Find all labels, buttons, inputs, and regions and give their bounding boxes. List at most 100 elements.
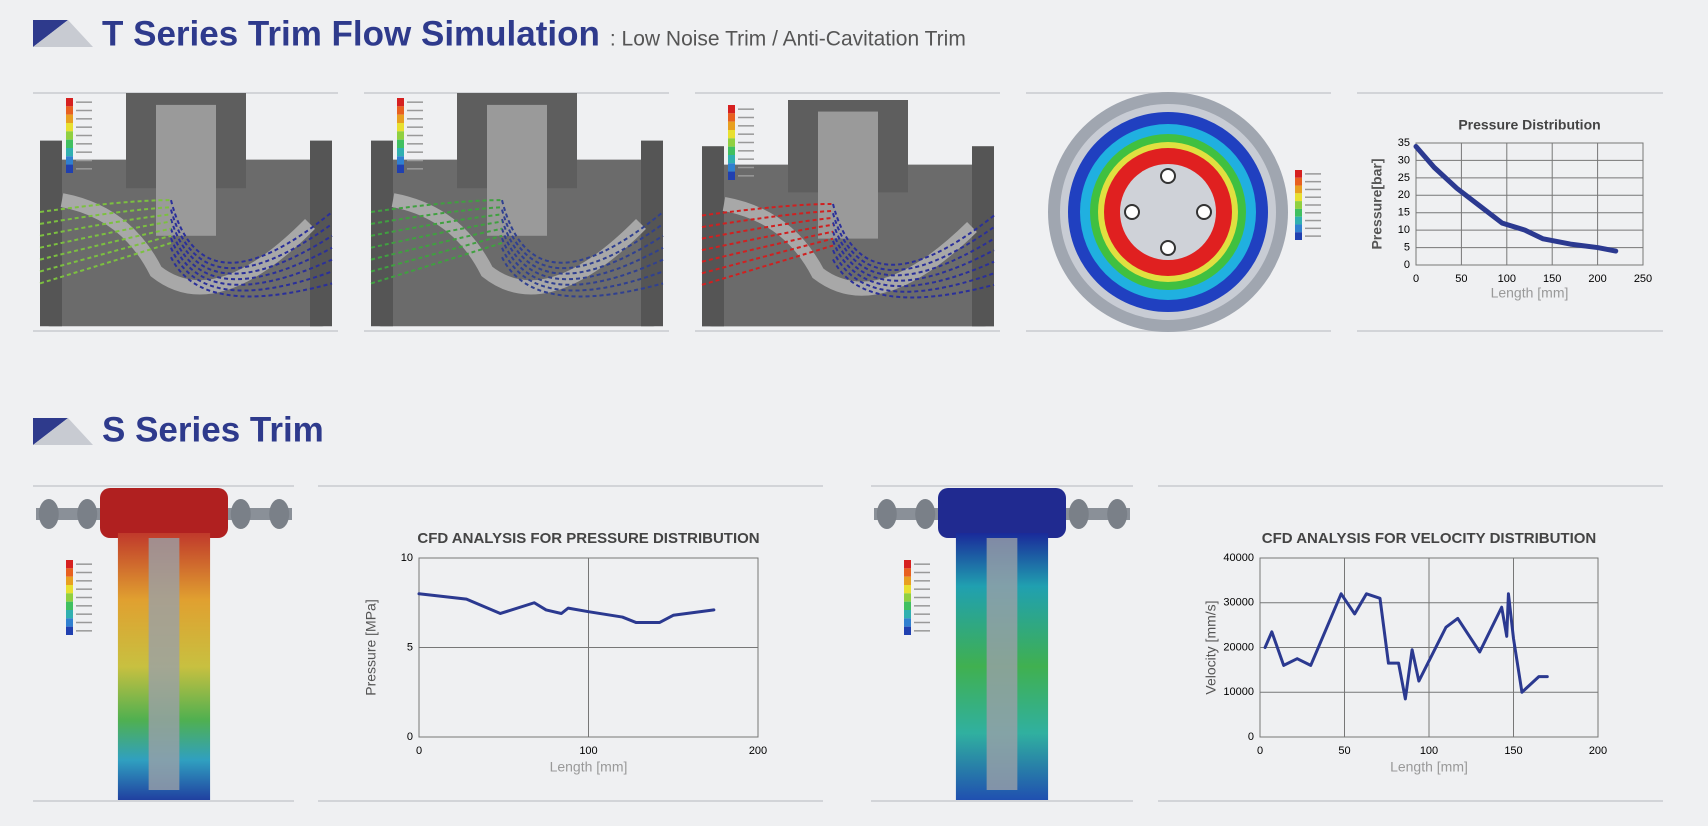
flow-line [370,199,503,213]
valve-channel [60,193,315,295]
flow-line [832,258,995,299]
y-tick-label: 10000 [1223,686,1254,698]
flow-line [39,220,172,249]
y-tick-label: 0 [1404,259,1410,271]
data-line [1413,143,1619,254]
x-axis-label: Length [mm] [1390,759,1468,775]
flow-line [832,222,995,277]
legend-swatch [397,139,404,148]
flow-line [501,199,664,264]
valve-flange [371,140,393,327]
legend-swatch [728,163,735,172]
legend-swatch [66,626,73,635]
x-tick-label: 200 [749,745,767,757]
y-tick-label: 20000 [1223,641,1254,653]
section-subtitle: : Low Noise Trim / Anti-Cavitation Trim [610,28,966,51]
legend-swatch [1295,185,1302,194]
x-tick-label: 0 [416,745,422,757]
valve-flange [972,146,994,327]
y-tick-label: 30000 [1223,597,1254,609]
legend-swatch [397,148,404,157]
flow-line [501,209,664,270]
legend-swatch [728,121,735,130]
y-tick-label: 0 [1248,731,1254,743]
legend-swatch [397,106,404,115]
chart-title: Pressure Distribution [1458,117,1600,133]
y-tick-label: 10 [401,552,413,564]
legend-swatch [728,130,735,139]
valve-flange [702,146,724,327]
flow-line [501,228,664,281]
flow-line [170,218,333,275]
flow-line [170,256,333,298]
legend-swatch [66,585,73,594]
legend-swatch [904,568,911,577]
flow-line [170,209,333,270]
legend-swatch [66,139,73,148]
flow-line [701,209,834,229]
valve-flange [40,140,62,327]
legend-swatch [397,123,404,132]
flow-line [501,218,664,275]
legend-swatch [66,148,73,157]
flow-line [832,231,995,282]
legend-swatch [904,585,911,594]
legend-swatch [66,576,73,585]
x-tick-label: 50 [1338,745,1350,757]
flow-line [370,227,503,261]
legend-swatch [728,105,735,114]
legend-swatch [66,568,73,577]
valve-stem [818,111,878,239]
y-tick-label: 30 [1398,154,1410,166]
legend-swatch [904,560,911,569]
legend-swatch [1295,216,1302,225]
y-tick-label: 5 [1404,241,1410,253]
legend-swatch [66,593,73,602]
legend-swatch [397,164,404,173]
flow-line [832,203,995,266]
arrow-marker [1160,168,1176,184]
flow-line [701,202,834,217]
flow-line [701,237,834,275]
legend-swatch [728,171,735,180]
logo [33,418,93,445]
section-title: S Series Trim [102,410,324,449]
legend-swatch [66,123,73,132]
x-axis-label: Length [mm] [1491,285,1569,301]
legend-swatch [397,131,404,140]
x-tick-label: 100 [1498,273,1516,285]
column-core [986,538,1018,790]
legend-swatch [904,576,911,585]
legend-swatch [66,114,73,123]
legend-swatch [1295,170,1302,178]
flow-line [701,230,834,263]
y-tick-label: 35 [1398,137,1410,149]
legend-swatch [66,601,73,610]
x-tick-label: 100 [579,745,597,757]
valve-channel [391,193,646,295]
legend-swatch [1295,177,1302,186]
flow-line [701,223,834,252]
y-axis-label: Pressure [MPa] [363,599,379,695]
valve-flange [310,140,332,327]
arrow-marker [1196,204,1212,220]
y-tick-label: 0 [407,731,413,743]
flow-line [370,241,503,285]
y-tick-label: 15 [1398,207,1410,219]
flow-line [832,212,995,271]
legend-swatch [66,106,73,115]
flow-line [370,234,503,273]
column-knob [1107,499,1128,529]
legend-swatch [904,601,911,610]
x-tick-label: 0 [1413,273,1419,285]
x-tick-label: 150 [1504,745,1522,757]
legend-swatch [66,156,73,165]
legend-swatch [66,618,73,627]
flow-line [39,213,172,237]
y-axis-label: Pressure[bar] [1369,158,1385,249]
flow-line [370,213,503,237]
valve-channel [722,197,977,296]
x-tick-label: 200 [1588,273,1606,285]
legend-swatch [728,146,735,155]
